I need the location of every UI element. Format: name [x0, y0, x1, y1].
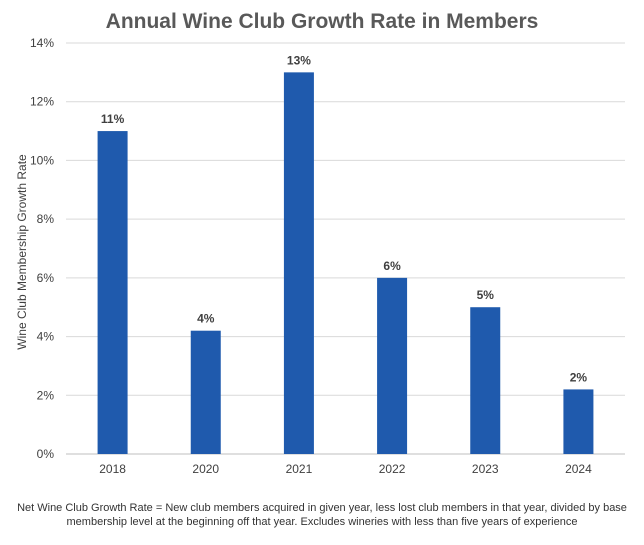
- y-tick-label: 12%: [30, 95, 54, 109]
- x-tick-label: 2020: [192, 462, 219, 476]
- bars: [97, 72, 594, 455]
- gridlines: [66, 42, 625, 455]
- bar-2021: [283, 72, 314, 454]
- data-label-2023: 5%: [477, 288, 495, 302]
- data-label-2018: 11%: [101, 112, 125, 126]
- x-tick-label: 2023: [472, 462, 499, 476]
- data-label-2020: 4%: [197, 312, 215, 326]
- bar-2018: [97, 131, 128, 455]
- data-label-2021: 13%: [287, 53, 311, 67]
- footnote: Net Wine Club Growth Rate = New club mem…: [17, 502, 627, 528]
- y-tick-label: 14%: [30, 36, 54, 50]
- bar-2024: [563, 389, 594, 454]
- bar-2020: [190, 330, 221, 454]
- bar-2023: [470, 307, 501, 454]
- y-tick-label: 2%: [37, 388, 55, 402]
- y-tick-labels: 0% 2% 4% 6% 8% 10% 12% 14%: [30, 36, 54, 461]
- y-axis-label: Wine Club Membership Growth Rate: [15, 154, 29, 350]
- data-label-2022: 6%: [383, 259, 401, 273]
- y-tick-label: 4%: [37, 330, 55, 344]
- bar-2022: [377, 277, 408, 454]
- x-tick-labels: 2018 2020 2021 2022 2023 2024: [99, 462, 592, 476]
- data-labels: 11% 4% 13% 6% 5% 2%: [101, 53, 588, 384]
- data-label-2024: 2%: [570, 370, 588, 384]
- x-tick-label: 2021: [286, 462, 313, 476]
- y-tick-label: 6%: [37, 271, 55, 285]
- x-tick-label: 2022: [379, 462, 406, 476]
- x-tick-label: 2024: [565, 462, 592, 476]
- y-tick-label: 10%: [30, 153, 54, 167]
- y-tick-label: 8%: [37, 212, 55, 226]
- chart-title: Annual Wine Club Growth Rate in Members: [105, 10, 539, 33]
- x-tick-label: 2018: [99, 462, 126, 476]
- y-tick-label: 0%: [37, 447, 55, 461]
